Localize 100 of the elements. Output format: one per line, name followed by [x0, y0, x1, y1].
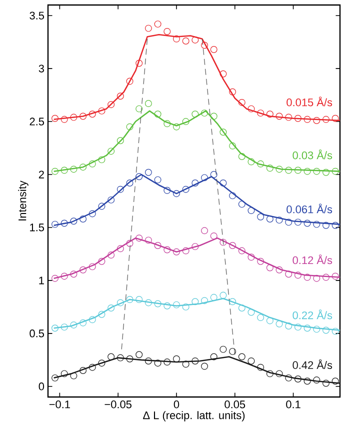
point — [210, 353, 218, 360]
point — [294, 272, 302, 279]
point — [201, 174, 208, 182]
point — [164, 358, 171, 366]
point — [238, 200, 246, 208]
point — [322, 168, 330, 176]
point — [88, 210, 96, 218]
point — [98, 258, 106, 265]
point — [285, 270, 292, 278]
point — [276, 266, 283, 274]
point — [80, 164, 87, 171]
point — [201, 42, 208, 49]
series-label: 0.42 Å/s — [292, 359, 332, 370]
point — [60, 166, 68, 174]
x-tick-label: 0.05 — [224, 400, 246, 408]
point — [80, 319, 87, 326]
point — [70, 218, 78, 225]
point — [192, 298, 199, 306]
point — [182, 186, 190, 193]
point — [182, 247, 190, 254]
point — [116, 354, 124, 362]
point — [201, 227, 208, 234]
point — [144, 299, 152, 306]
point — [276, 216, 283, 224]
point — [229, 348, 236, 355]
point — [266, 164, 274, 172]
point — [136, 105, 143, 112]
series-label: 0.061 Å/s — [286, 204, 332, 214]
point — [172, 301, 180, 308]
point — [276, 320, 283, 328]
point — [294, 324, 302, 331]
point — [52, 114, 58, 122]
point — [164, 186, 171, 194]
point — [276, 166, 283, 173]
point — [154, 20, 162, 28]
point — [304, 378, 311, 385]
point — [108, 252, 115, 259]
point — [136, 296, 143, 304]
point — [304, 168, 311, 175]
point — [257, 364, 264, 371]
point — [144, 236, 152, 244]
point — [88, 110, 96, 118]
point — [136, 351, 143, 358]
point — [322, 274, 330, 281]
point — [322, 116, 330, 123]
point — [126, 78, 134, 85]
point — [70, 372, 78, 380]
y-tick-label: 1 — [39, 276, 44, 284]
x-axis-title: Δ L (recip. latt. units) — [143, 411, 245, 422]
point — [210, 112, 218, 120]
point — [182, 303, 190, 310]
point — [192, 36, 199, 44]
point — [126, 240, 134, 247]
point — [98, 310, 106, 318]
point — [126, 123, 134, 130]
point — [80, 367, 87, 374]
point — [201, 297, 208, 304]
y-tick-label: 2.5 — [30, 118, 44, 126]
y-axis-title: Intensity — [18, 180, 28, 220]
point — [52, 374, 58, 382]
point — [229, 242, 236, 249]
series-label: 0.22 Å/s — [292, 310, 332, 320]
point — [322, 222, 330, 229]
point — [257, 160, 264, 168]
point — [70, 166, 78, 173]
y-tick-label: 3 — [38, 64, 44, 72]
point — [266, 370, 274, 378]
x-tick-label: −0.05 — [104, 400, 132, 408]
point — [172, 355, 180, 362]
point — [294, 218, 302, 226]
point — [172, 35, 180, 42]
point — [60, 324, 68, 331]
series-label: 0.03 Å/s — [292, 150, 332, 160]
point — [88, 160, 96, 168]
point — [266, 264, 274, 272]
point — [294, 376, 302, 382]
point — [88, 364, 96, 371]
point — [154, 242, 162, 249]
point — [136, 60, 143, 67]
point — [210, 232, 218, 240]
point — [52, 220, 58, 228]
point — [201, 110, 208, 117]
point — [266, 216, 274, 222]
point — [144, 100, 152, 108]
point — [248, 207, 255, 214]
point — [88, 263, 96, 270]
point — [60, 116, 68, 123]
point — [144, 24, 152, 32]
point — [229, 142, 236, 150]
point — [52, 324, 58, 332]
point — [126, 179, 134, 186]
point — [220, 346, 227, 353]
point — [164, 120, 171, 128]
point — [313, 326, 320, 333]
point — [248, 158, 255, 166]
point — [70, 114, 78, 121]
point — [229, 298, 236, 306]
point — [304, 116, 311, 123]
point — [80, 266, 87, 274]
point — [154, 360, 162, 367]
